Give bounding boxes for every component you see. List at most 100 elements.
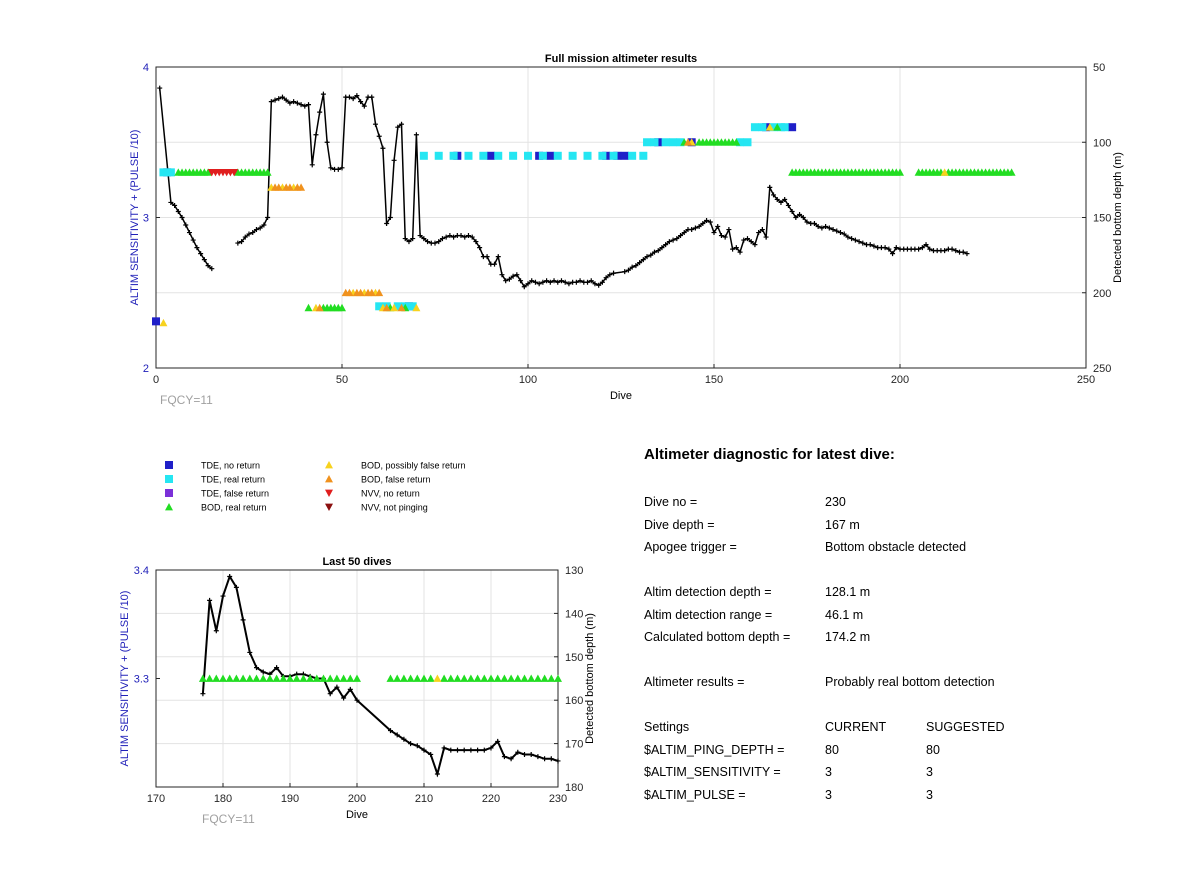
depth-point — [756, 230, 762, 236]
altim-marker — [286, 674, 294, 682]
detection-range-value: 46.1 m — [825, 608, 864, 622]
detection-depth-label: Altim detection depth = — [644, 585, 772, 599]
depth-point — [849, 236, 855, 242]
apogee-trigger-label: Apogee trigger = — [644, 540, 737, 554]
depth-point — [417, 233, 423, 239]
altim-marker — [279, 674, 288, 682]
altim-marker — [769, 123, 778, 132]
depth-point — [384, 221, 390, 227]
ping-depth-suggested: 80 — [926, 743, 940, 757]
altim-marker — [750, 123, 759, 132]
altim-marker — [408, 302, 417, 311]
altim-marker — [315, 303, 324, 312]
y2-tick-label: 140 — [565, 608, 583, 620]
depth-point — [413, 132, 419, 138]
depth-point — [607, 272, 613, 278]
depth-point — [629, 264, 635, 270]
legend-marker — [165, 489, 173, 497]
depth-point — [674, 236, 680, 242]
depth-point — [334, 684, 340, 690]
depth-point — [260, 669, 266, 675]
depth-point — [815, 224, 821, 230]
y2-tick-label: 180 — [565, 782, 583, 794]
depth-point — [354, 697, 360, 703]
depth-point — [730, 246, 736, 252]
altim-marker — [232, 674, 241, 682]
diagnostic-title: Altimeter diagnostic for latest dive: — [644, 446, 895, 463]
altim-marker — [382, 303, 391, 312]
altim-marker — [538, 151, 547, 160]
y2-tick-label: 160 — [565, 695, 583, 707]
altim-marker — [780, 123, 789, 132]
depth-point — [540, 279, 546, 285]
chart-legend: TDE, no return TDE, real return TDE, false… — [165, 461, 466, 513]
altim-marker — [466, 674, 475, 682]
altim-marker — [375, 288, 384, 297]
depth-point — [421, 747, 427, 753]
altim-marker — [219, 674, 227, 682]
altim-marker — [426, 674, 435, 682]
altim-marker — [239, 674, 248, 682]
apogee-trigger-value: Bottom obstacle detected — [825, 540, 967, 554]
y2-axis-label: Detected bottom depth (m) — [1112, 152, 1124, 283]
depth-point — [313, 132, 319, 138]
altim-marker — [509, 151, 518, 160]
altim-marker — [493, 674, 502, 682]
depth-point — [856, 239, 862, 245]
altim-marker — [413, 674, 422, 682]
depth-point — [532, 279, 538, 285]
depth-point — [845, 234, 851, 240]
altim-marker — [356, 288, 365, 297]
depth-point — [194, 245, 200, 251]
x-tick-label: 190 — [281, 793, 299, 805]
depth-point — [726, 227, 732, 233]
x-tick-label: 180 — [214, 793, 232, 805]
depth-point — [893, 245, 899, 251]
altim-marker — [743, 138, 752, 147]
depth-point — [324, 139, 330, 145]
altim-marker — [198, 674, 207, 682]
depth-point — [186, 230, 192, 236]
altimeter-results-value: Probably real bottom detection — [825, 675, 995, 689]
depth-point — [495, 738, 501, 744]
depth-point — [346, 94, 352, 100]
depth-line-segment — [201, 574, 559, 778]
depth-point — [648, 252, 654, 258]
depth-point — [432, 240, 438, 246]
altim-marker — [326, 674, 335, 682]
depth-point — [317, 109, 323, 115]
y2-tick-label: 170 — [565, 739, 583, 751]
depth-point — [622, 269, 628, 275]
depth-point — [774, 196, 780, 202]
suggested-header: SUGGESTED — [926, 720, 1005, 734]
altim-marker — [480, 674, 489, 682]
depth-point — [544, 278, 550, 284]
depth-point — [488, 745, 494, 751]
depth-point — [261, 222, 267, 228]
depth-point — [240, 617, 246, 623]
depth-point — [227, 574, 233, 580]
altim-marker — [304, 303, 313, 312]
depth-point — [528, 751, 534, 757]
legend-label: NVV, not pinging — [361, 503, 428, 513]
altim-marker — [332, 674, 341, 682]
altim-marker — [765, 123, 774, 131]
chart-title: Full mission altimeter results — [545, 53, 697, 65]
depth-point — [274, 665, 280, 671]
depth-point — [492, 261, 498, 267]
depth-point — [391, 157, 397, 163]
altim-marker — [520, 674, 529, 682]
x-tick-label: 150 — [705, 374, 723, 386]
altim-marker — [554, 674, 562, 682]
depth-point — [434, 771, 440, 777]
depth-point — [752, 242, 758, 248]
altim-marker — [473, 674, 482, 682]
x-tick-label: 200 — [891, 374, 909, 386]
x-axis-label: Dive — [346, 809, 368, 821]
y2-tick-label: 100 — [1093, 137, 1111, 149]
depth-point — [443, 234, 449, 240]
depth-point — [461, 747, 467, 753]
y2-axis-label: Detected bottom depth (m) — [584, 613, 596, 744]
altim-marker — [524, 151, 532, 160]
depth-point — [707, 219, 713, 225]
